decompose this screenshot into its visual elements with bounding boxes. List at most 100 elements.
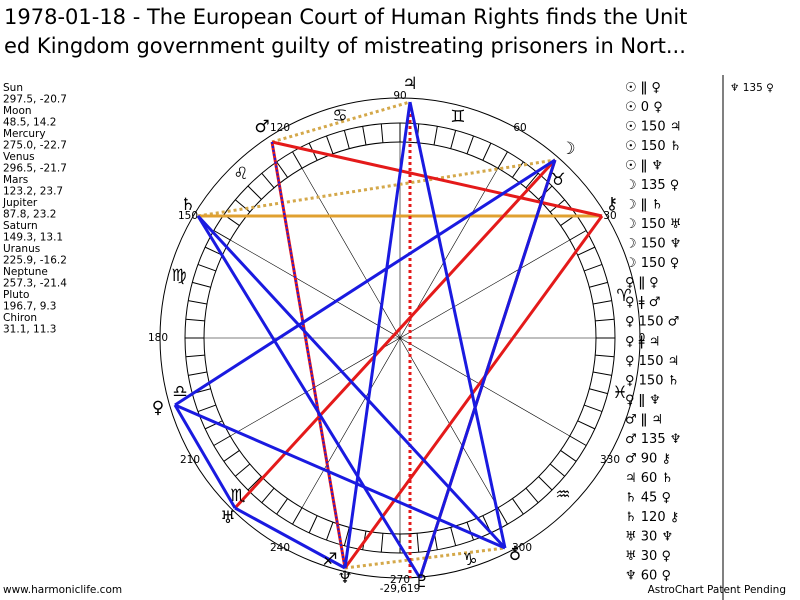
ring-tick	[292, 151, 303, 169]
ring-tick	[560, 450, 577, 462]
aspect-entry: ♅ 30 ♀	[625, 549, 671, 564]
ring-tick	[589, 388, 608, 395]
planet-glyph: ♀	[152, 398, 164, 418]
ring-tick	[584, 263, 603, 272]
degree-label: 120	[270, 122, 290, 134]
zodiac-sign: ♑	[462, 550, 477, 570]
aspect-entry: ☽ ǁ ♄	[625, 198, 663, 213]
ring-tick	[595, 354, 615, 358]
ring-tick	[261, 172, 275, 189]
spoke	[399, 337, 570, 437]
aspect-entry: ♆ 135 ♀	[730, 82, 774, 94]
aspect-entry: ♀ 150 ♂	[625, 315, 679, 330]
ring-tick	[569, 435, 587, 446]
aspect-entry: ♅ 30 ♆	[625, 529, 673, 544]
ring-tick	[343, 527, 350, 546]
aspect-entry: ♄ 45 ♀	[625, 490, 671, 505]
ring-tick	[577, 246, 596, 256]
zodiac-sign: ♌	[233, 164, 248, 184]
planet-glyph: ♄	[180, 195, 195, 215]
aspect-entry: ♂ 135 ♆	[625, 432, 681, 447]
planet-glyph: ⚷	[606, 194, 618, 214]
aspect-entry: ♀ ǂ ♂	[625, 295, 660, 310]
ring-tick	[308, 515, 318, 534]
aspect-line	[343, 215, 604, 569]
ring-tick	[525, 487, 539, 504]
ring-tick	[185, 354, 205, 358]
zodiac-sign: ♊	[450, 107, 465, 127]
aspect-entry: ☉ ǁ ♀	[625, 81, 661, 96]
aspect-entry: ♂ ǁ ♃	[625, 412, 663, 427]
ring-tick	[584, 404, 603, 413]
ring-tick	[213, 230, 231, 241]
planet-name: Mars	[3, 174, 28, 186]
planet-coords: 31.1, 11.3	[3, 324, 56, 336]
planet-name: Saturn	[3, 220, 38, 232]
planet-coords: 149.3, 13.1	[3, 232, 63, 244]
ring-tick	[592, 300, 612, 305]
planet-name: Sun	[3, 82, 23, 94]
degree-label: 30	[603, 210, 616, 222]
ring-tick	[450, 527, 457, 546]
aspect-entry: ♃ 60 ♄	[625, 471, 673, 486]
aspect-line	[343, 101, 412, 569]
planet-glyph: ♆	[337, 568, 352, 588]
aspect-entry: ☽ 150 ♆	[625, 237, 681, 252]
aspect-line	[234, 506, 346, 570]
ring-tick	[188, 371, 208, 376]
aspect-line	[271, 140, 603, 218]
ring-tick	[247, 185, 262, 200]
aspect-entry: ☽ 150 ♅	[625, 217, 681, 232]
zodiac-sign: ♓	[612, 383, 627, 403]
planet-coords: 296.5, -21.7	[3, 163, 67, 175]
ring-tick	[197, 404, 216, 413]
zodiac-sign: ♏	[230, 486, 245, 506]
ring-tick	[497, 507, 508, 525]
planet-name: Pluto	[3, 289, 29, 301]
ring-tick	[292, 507, 303, 525]
planet-name: Venus	[3, 151, 35, 163]
spoke	[399, 239, 570, 339]
ring-tick	[276, 161, 288, 178]
ring-tick	[549, 463, 566, 477]
zodiac-sign: ♎	[172, 382, 187, 402]
ring-tick	[512, 161, 524, 178]
degree-label: 300	[512, 542, 532, 554]
ring-tick	[512, 498, 524, 515]
ring-tick	[223, 450, 240, 462]
planet-glyph: ♃	[402, 74, 417, 94]
planet-coords: 87.8, 23.2	[3, 209, 56, 221]
ring-tick	[589, 281, 608, 288]
degree-label: 270	[390, 574, 410, 586]
aspect-entry: ♂ 90 ⚷	[625, 451, 671, 466]
degree-label: 180	[148, 332, 168, 344]
aspect-line	[196, 214, 507, 550]
ring-tick	[343, 130, 350, 149]
ring-tick	[595, 318, 615, 322]
ring-tick	[188, 300, 208, 305]
zodiac-sign: ♉	[550, 170, 565, 190]
aspect-line	[174, 158, 556, 407]
planet-coords: 196.7, 9.3	[3, 301, 56, 313]
ring-tick	[234, 199, 251, 213]
ring-tick	[362, 126, 367, 146]
aspect-line	[174, 403, 506, 550]
ring-tick	[234, 463, 251, 477]
aspect-lines	[173, 100, 604, 579]
aspect-entry: ♆ 60 ♀	[625, 569, 671, 584]
aspect-entry: ♀ ǁ ♀	[625, 276, 659, 291]
aspect-entry: ☉ ǁ ♆	[625, 159, 663, 174]
planet-coords: 225.9, -16.2	[3, 255, 67, 267]
zodiac-sign: ♋	[332, 106, 347, 126]
planet-glyph: ♁	[509, 545, 521, 565]
zodiac-sign: ♍	[171, 266, 186, 286]
aspect-line	[408, 101, 507, 549]
aspect-entry: ☉ 150 ♃	[625, 120, 681, 135]
ring-tick	[538, 476, 553, 491]
aspect-line	[197, 158, 556, 218]
ring-tick	[569, 230, 587, 241]
aspect-line	[418, 159, 557, 579]
aspect-line	[271, 141, 346, 569]
aspect-list: ☉ ǁ ♀ ☉ 0 ♀ ☉ 150 ♃ ☉ 150 ♄ ☉ ǁ ♆ ☽ 135 ♀ ☽ ǁ …	[625, 81, 681, 584]
